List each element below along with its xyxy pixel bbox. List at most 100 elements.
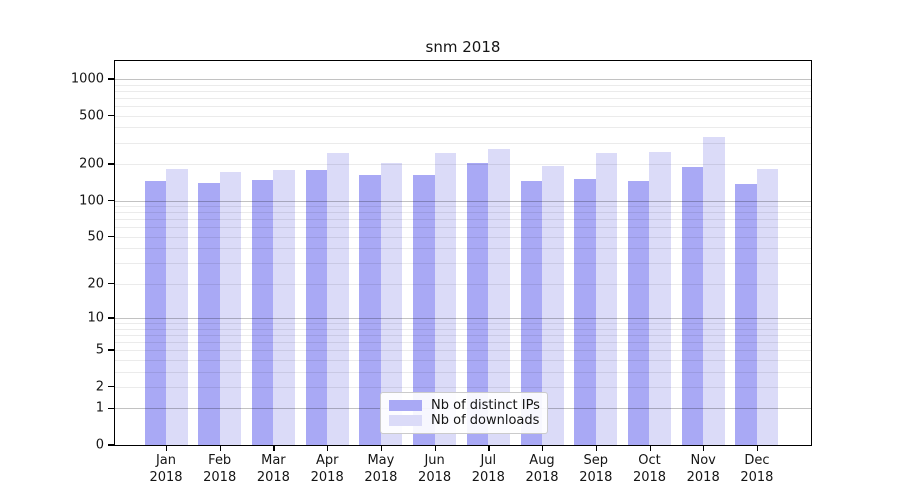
bar-downloads bbox=[649, 151, 671, 445]
bar-downloads bbox=[434, 153, 457, 445]
legend-item: Nb of distinct IPs bbox=[389, 398, 540, 413]
bar-downloads bbox=[273, 170, 295, 445]
bar-distinct-ips bbox=[627, 180, 650, 445]
y-tick-mark bbox=[108, 283, 115, 285]
x-tick-label: Dec 2018 bbox=[740, 453, 774, 485]
gridline bbox=[115, 359, 811, 361]
bar-distinct-ips bbox=[574, 178, 596, 445]
bar-distinct-ips bbox=[735, 184, 757, 445]
y-tick-label: 500 bbox=[79, 108, 104, 124]
y-tick-mark bbox=[108, 163, 115, 165]
x-tick-label: Nov 2018 bbox=[686, 453, 720, 485]
bar-downloads bbox=[219, 172, 242, 445]
y-tick-label: 100 bbox=[79, 193, 104, 208]
x-tick-mark bbox=[273, 446, 275, 451]
bar-distinct-ips bbox=[198, 182, 220, 445]
x-tick-label: Sep 2018 bbox=[579, 453, 613, 485]
x-tick-label: Apr 2018 bbox=[310, 453, 344, 485]
gridline bbox=[115, 248, 811, 250]
y-tick-mark bbox=[108, 349, 115, 351]
y-tick-mark bbox=[108, 115, 115, 117]
gridline bbox=[115, 219, 811, 221]
legend: Nb of distinct IPs Nb of downloads bbox=[380, 392, 548, 434]
bar-downloads bbox=[380, 162, 403, 445]
gridline bbox=[115, 334, 811, 336]
legend-label: Nb of downloads bbox=[431, 413, 540, 428]
plot-area bbox=[115, 61, 811, 445]
legend-item: Nb of downloads bbox=[389, 413, 540, 428]
y-tick-label: 200 bbox=[79, 156, 104, 172]
gridline bbox=[115, 283, 811, 285]
gridline bbox=[115, 341, 811, 343]
bar-downloads bbox=[703, 137, 725, 445]
gridline bbox=[115, 84, 811, 86]
y-tick-mark bbox=[108, 199, 115, 202]
bar-downloads bbox=[327, 152, 349, 445]
x-tick-mark bbox=[649, 446, 651, 451]
y-tick-mark bbox=[108, 386, 115, 388]
gridline bbox=[115, 323, 811, 324]
gridline bbox=[115, 371, 811, 373]
bar-downloads bbox=[756, 169, 779, 445]
y-tick-label: 5 bbox=[95, 342, 104, 358]
bar-distinct-ips bbox=[251, 179, 274, 445]
x-tick-mark bbox=[380, 446, 383, 451]
y-tick-label: 0 bbox=[95, 437, 104, 453]
y-tick-label: 1 bbox=[95, 400, 104, 416]
x-tick-label: Jan 2018 bbox=[149, 453, 183, 485]
bar-downloads bbox=[542, 166, 564, 445]
gridline bbox=[115, 386, 811, 388]
gridline bbox=[115, 78, 811, 80]
x-tick-label: Aug 2018 bbox=[525, 453, 559, 485]
y-tick-mark bbox=[108, 78, 115, 80]
x-tick-mark bbox=[756, 446, 759, 451]
x-tick-mark bbox=[166, 446, 168, 451]
y-tick-label: 2 bbox=[95, 379, 104, 395]
x-tick-label: Jul 2018 bbox=[471, 453, 505, 485]
x-tick-mark bbox=[595, 446, 598, 451]
y-tick-mark bbox=[108, 236, 115, 238]
gridline bbox=[115, 142, 811, 144]
x-tick-mark bbox=[434, 446, 436, 451]
legend-label: Nb of distinct IPs bbox=[431, 398, 540, 413]
x-tick-mark bbox=[488, 446, 490, 451]
chart-title: snm 2018 bbox=[425, 38, 501, 56]
x-tick-label: Feb 2018 bbox=[203, 453, 237, 485]
x-tick-label: Jun 2018 bbox=[418, 453, 452, 485]
gridline bbox=[115, 90, 811, 92]
gridline bbox=[115, 318, 811, 319]
x-tick-mark bbox=[219, 446, 221, 451]
bar-distinct-ips bbox=[520, 181, 543, 445]
y-tick-mark bbox=[108, 407, 115, 409]
gridline bbox=[115, 115, 811, 117]
gridline bbox=[115, 127, 811, 129]
y-tick-label: 10 bbox=[87, 310, 104, 326]
y-tick-label: 50 bbox=[87, 229, 104, 245]
legend-swatch-downloads bbox=[389, 415, 422, 426]
x-tick-mark bbox=[703, 446, 705, 451]
x-tick-label: May 2018 bbox=[364, 453, 398, 485]
gridline bbox=[115, 350, 811, 352]
gridline bbox=[115, 206, 811, 207]
gridline bbox=[115, 212, 811, 214]
gridline bbox=[115, 263, 811, 265]
bar-distinct-ips bbox=[681, 166, 704, 445]
bar-downloads bbox=[488, 149, 510, 445]
y-tick-mark bbox=[108, 444, 115, 446]
gridline bbox=[115, 328, 811, 330]
bar-downloads bbox=[166, 169, 188, 445]
y-tick-mark bbox=[108, 317, 115, 319]
bar-distinct-ips bbox=[413, 174, 435, 445]
gridline bbox=[115, 106, 811, 107]
bar-distinct-ips bbox=[144, 180, 166, 445]
x-tick-mark bbox=[542, 446, 544, 451]
bar-downloads bbox=[595, 152, 618, 445]
gridline bbox=[115, 97, 811, 99]
x-tick-mark bbox=[327, 446, 329, 451]
y-tick-label: 1000 bbox=[70, 71, 104, 87]
y-tick-label: 20 bbox=[87, 276, 104, 292]
gridline bbox=[115, 236, 811, 238]
bar-distinct-ips bbox=[305, 170, 328, 445]
x-tick-label: Mar 2018 bbox=[256, 453, 290, 485]
